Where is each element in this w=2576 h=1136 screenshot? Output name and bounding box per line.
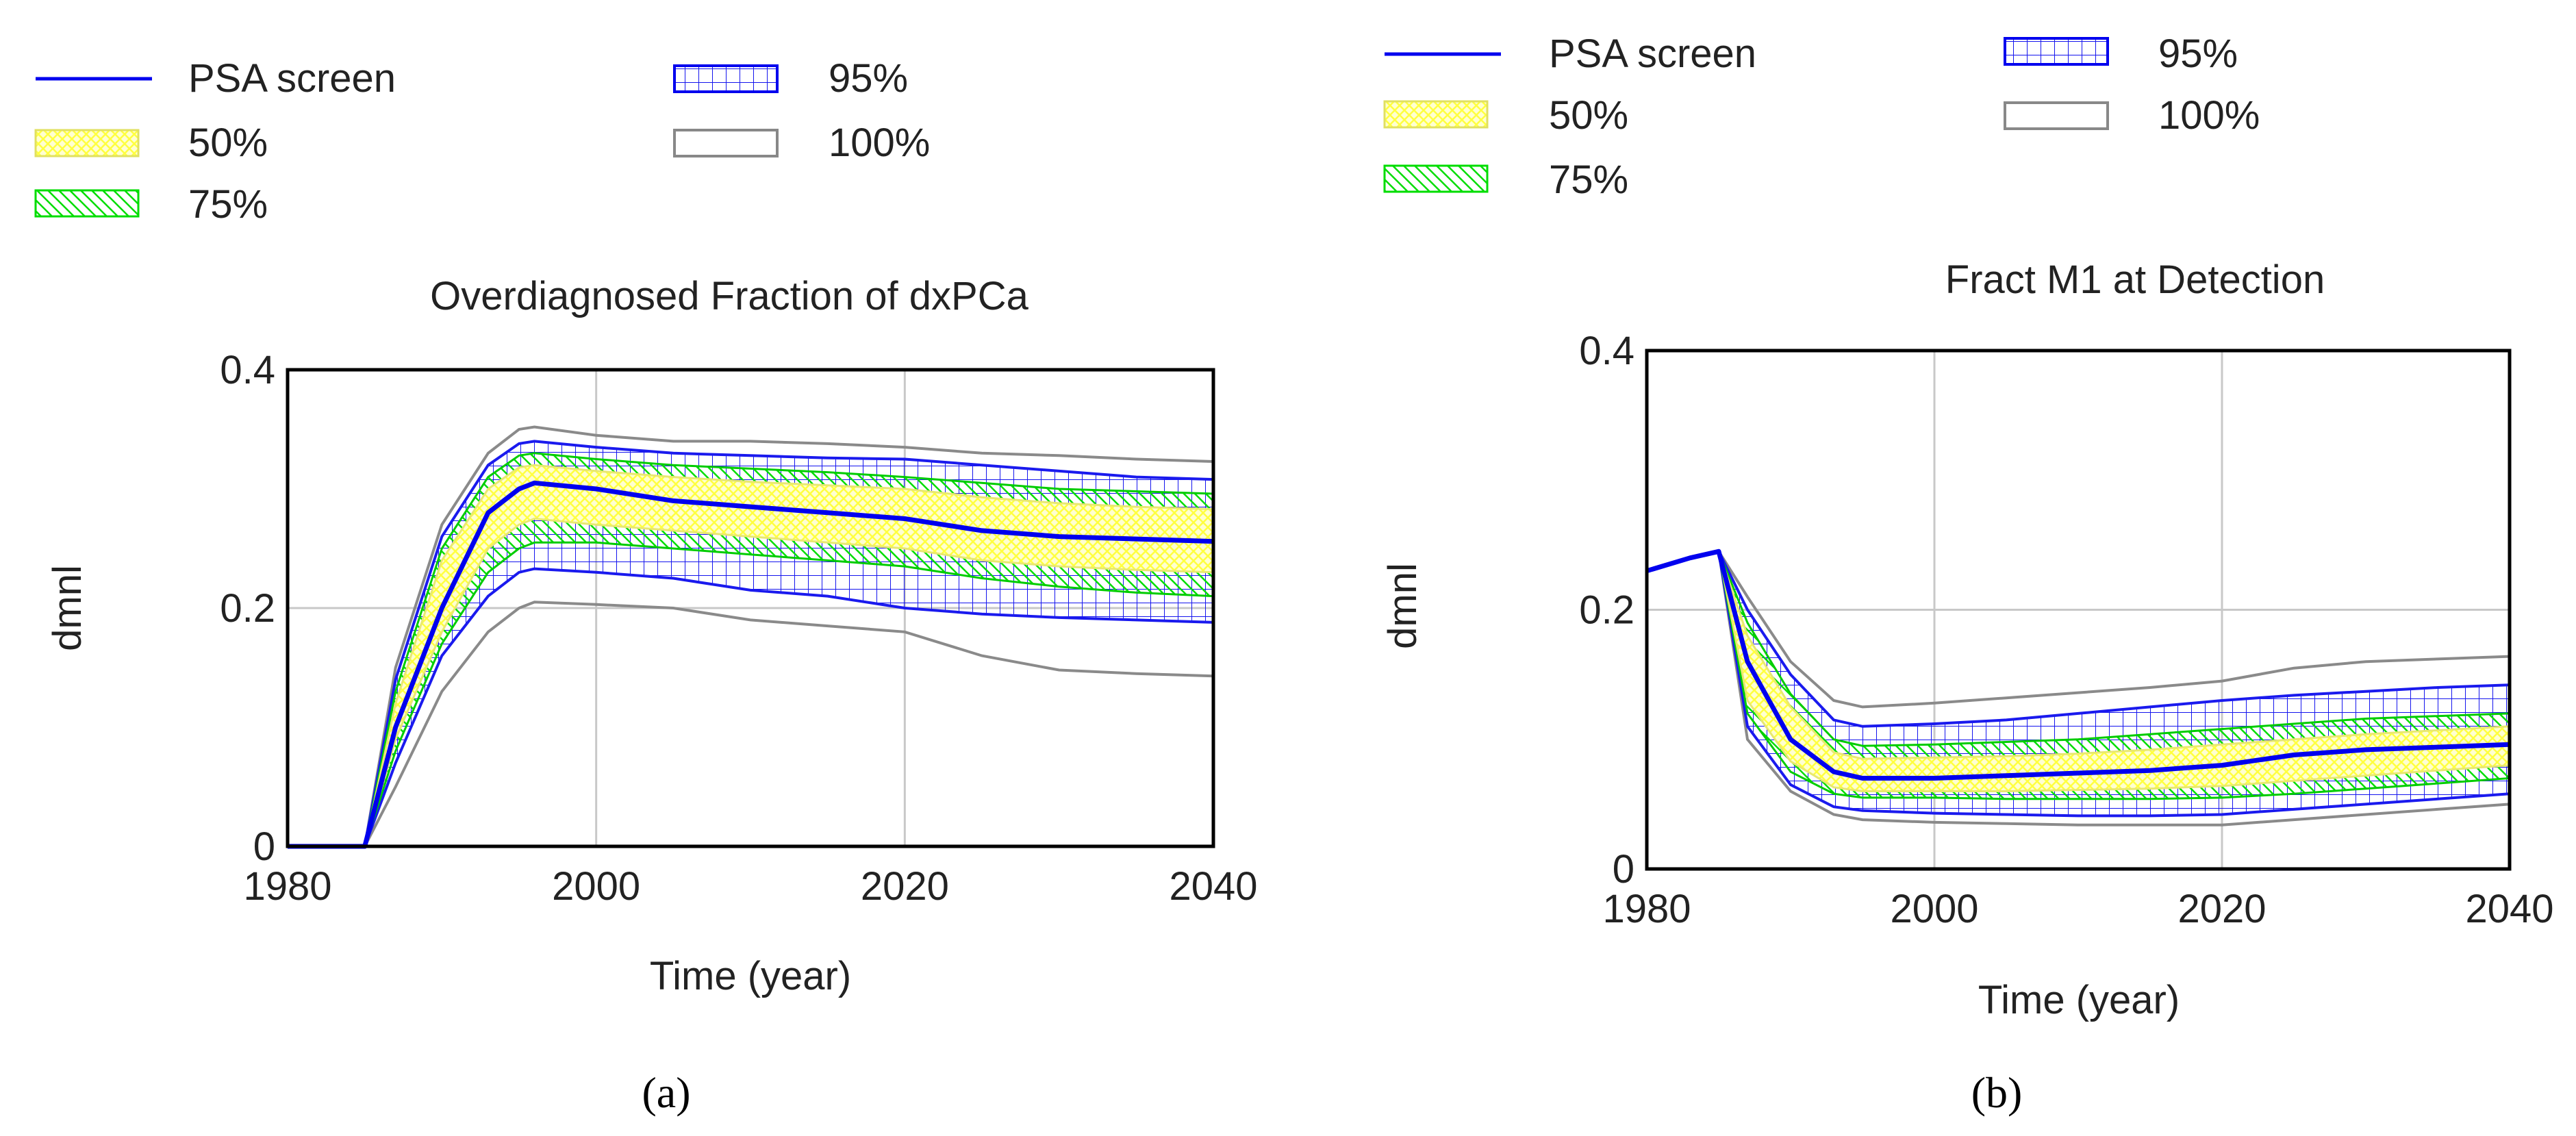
- band-75-area: [1647, 551, 2510, 799]
- band-50-upper: [288, 464, 1214, 848]
- legend-item-75: 75%: [1383, 157, 1628, 202]
- band-50-upper: [1646, 550, 2510, 760]
- band-100-upper: [1646, 550, 2510, 709]
- legend-item-psa-screen: PSA screen: [1385, 31, 1756, 76]
- legend-label: 75%: [1549, 157, 1628, 202]
- legend-swatch-band: [34, 189, 140, 218]
- bands: [1646, 549, 2510, 826]
- legend-item-100: 100%: [673, 121, 930, 165]
- band-95-lower: [288, 567, 1214, 848]
- x-tick-label: 2000: [1890, 887, 1978, 931]
- y-axis-label: dmnl: [1380, 563, 1425, 649]
- x-tick-label: 1980: [1602, 887, 1691, 931]
- chart-title: Fract M1 at Detection: [1945, 257, 2325, 302]
- x-tick-label: 1980: [243, 864, 331, 909]
- legend-label: 100%: [829, 121, 930, 165]
- series-line-psa-screen: [1645, 548, 2510, 781]
- y-tick-label: 0.2: [1579, 588, 1634, 633]
- band-75-upper: [1646, 550, 2510, 747]
- plot-frame: [286, 368, 1215, 848]
- legend-swatch-band: [2004, 101, 2109, 130]
- x-tick-label: 2000: [552, 864, 640, 909]
- legend-label: PSA screen: [188, 56, 396, 101]
- band-95-upper: [288, 440, 1214, 848]
- band-50-area: [288, 465, 1213, 846]
- legend-item-75: 75%: [34, 182, 268, 227]
- legend: PSA screen 50% 75% 95% 100%: [1383, 31, 2260, 202]
- x-tick-label: 2040: [1169, 864, 1257, 909]
- legend-item-95: 95%: [673, 56, 908, 101]
- chart-title: Overdiagnosed Fraction of dxPCa: [430, 274, 1028, 318]
- series-line-psa-screen: [288, 480, 1214, 849]
- band-50-lower: [288, 517, 1214, 848]
- legend-label: PSA screen: [1549, 31, 1756, 76]
- legend-item-50: 50%: [1383, 93, 1628, 138]
- legend-item-95: 95%: [2004, 31, 2238, 76]
- legend-label: 100%: [2158, 93, 2260, 138]
- legend-swatch-band: [2004, 37, 2109, 66]
- legend-label: 50%: [1549, 93, 1628, 138]
- series: [288, 480, 1214, 849]
- y-tick-label: 0.4: [220, 348, 275, 392]
- y-tick-labels: 0 0.2 0.4: [1579, 329, 1634, 892]
- x-tick-labels: 1980 2000 2020 2040: [243, 864, 1257, 909]
- x-tick-label: 2020: [861, 864, 949, 909]
- band-100-upper: [288, 425, 1214, 848]
- band-100-lower: [288, 601, 1214, 848]
- legend-swatch-band: [34, 129, 140, 157]
- legend: PSA screen 50% 75% 95% 100%: [34, 56, 930, 227]
- y-tick-label: 0: [253, 824, 275, 869]
- x-axis-label: Time (year): [650, 954, 851, 998]
- legend-swatch-band: [1383, 164, 1489, 193]
- legend-label: 95%: [829, 56, 908, 101]
- band-50-area: [1647, 551, 2510, 792]
- x-tick-labels: 1980 2000 2020 2040: [1602, 887, 2553, 931]
- y-tick-label: 0.2: [220, 586, 275, 631]
- legend-swatch-band: [1383, 100, 1489, 129]
- legend-item-psa-screen: PSA screen: [36, 56, 396, 101]
- legend-item-50: 50%: [34, 121, 268, 165]
- x-tick-label: 2020: [2177, 887, 2266, 931]
- band-95-upper: [1646, 550, 2510, 728]
- x-axis-label: Time (year): [1978, 978, 2180, 1022]
- plot-frame: [1645, 349, 2512, 871]
- panel-label: (b): [1971, 1068, 2023, 1117]
- legend-swatch-band: [673, 64, 779, 93]
- bands: [288, 425, 1214, 848]
- legend-label: 75%: [188, 182, 268, 227]
- band-95-lower: [1646, 549, 2510, 818]
- legend-label: 50%: [188, 121, 268, 165]
- legend-swatch-band: [673, 129, 779, 157]
- panel-label: (a): [642, 1068, 690, 1117]
- y-tick-labels: 0 0.2 0.4: [220, 348, 275, 869]
- band-75-upper: [288, 452, 1214, 848]
- y-axis-label: dmnl: [45, 565, 90, 651]
- band-75-lower: [1646, 550, 2510, 800]
- chart-panel-b: PSA screen 50% 75% 95% 100% Fract M1 at …: [1380, 31, 2554, 1117]
- series: [1645, 548, 2510, 781]
- legend-label: 95%: [2158, 31, 2238, 76]
- legend-item-100: 100%: [2004, 93, 2260, 138]
- band-75-lower: [288, 541, 1214, 848]
- x-tick-label: 2040: [2465, 887, 2553, 931]
- band-50-lower: [1646, 550, 2510, 792]
- y-tick-label: 0.4: [1579, 329, 1634, 373]
- y-tick-label: 0: [1613, 847, 1634, 892]
- chart-panel-a: PSA screen 50% 75% 95% 100% Overdiagnose…: [34, 56, 1258, 1117]
